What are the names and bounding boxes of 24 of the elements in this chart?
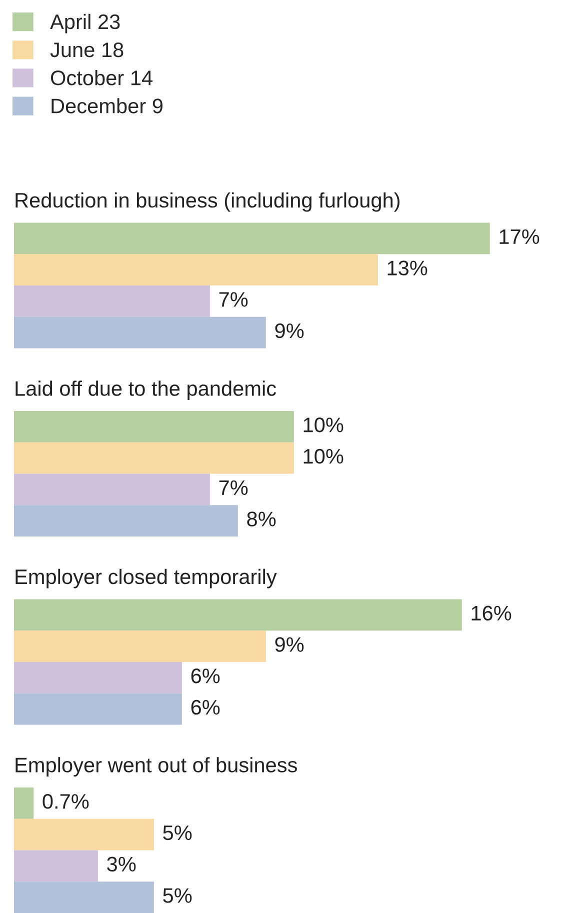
data-label: 6% bbox=[191, 668, 220, 684]
legend-label: June 18 bbox=[50, 42, 124, 58]
data-label: 9% bbox=[275, 637, 304, 652]
y-tick-label: Employer went out of business bbox=[16, 757, 297, 777]
data-label: 10% bbox=[304, 448, 344, 464]
data-label: 8% bbox=[247, 512, 276, 526]
legend-label: October 14 bbox=[50, 70, 152, 86]
data-label: 5% bbox=[163, 825, 192, 840]
data-label: 7% bbox=[219, 292, 248, 307]
y-tick-label: Employer closed temporarily bbox=[16, 568, 277, 588]
y-tick-label: Laid off due to the pandemic bbox=[16, 380, 276, 400]
data-label: 9% bbox=[275, 323, 304, 338]
data-label: 0.7% bbox=[42, 794, 89, 809]
data-label: 3% bbox=[107, 856, 136, 872]
legend-label: April 23 bbox=[50, 14, 120, 34]
data-label: 7% bbox=[219, 480, 248, 495]
y-tick-label: Reduction in business (including furlough) bbox=[16, 192, 400, 212]
legend-label: December 9 bbox=[52, 98, 162, 114]
data-label: 13% bbox=[388, 260, 428, 276]
data-label: 16% bbox=[472, 606, 512, 621]
data-label: 17% bbox=[500, 229, 540, 244]
data-label: 5% bbox=[163, 888, 192, 903]
data-label: 6% bbox=[191, 700, 220, 715]
data-label: 10% bbox=[304, 418, 344, 432]
